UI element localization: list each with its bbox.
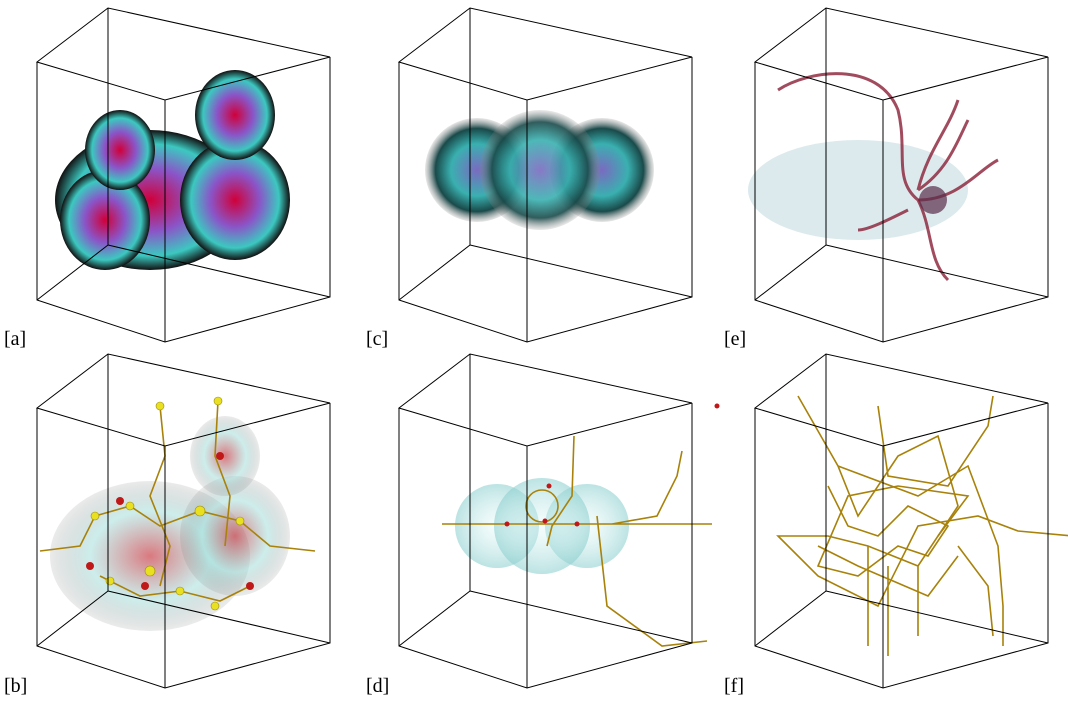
panel-label: [b] — [4, 675, 27, 697]
panel-d — [398, 353, 720, 689]
panel-f — [754, 353, 1068, 689]
panel-label: [c] — [366, 328, 388, 350]
panel-e — [748, 7, 1049, 343]
panel-label: [e] — [724, 328, 746, 350]
panel-a — [36, 7, 331, 343]
panel-b — [36, 353, 331, 689]
panel-label: [d] — [366, 675, 389, 697]
panel-c — [398, 7, 693, 343]
panel-label: [f] — [724, 675, 744, 697]
panel-label: [a] — [4, 328, 26, 350]
